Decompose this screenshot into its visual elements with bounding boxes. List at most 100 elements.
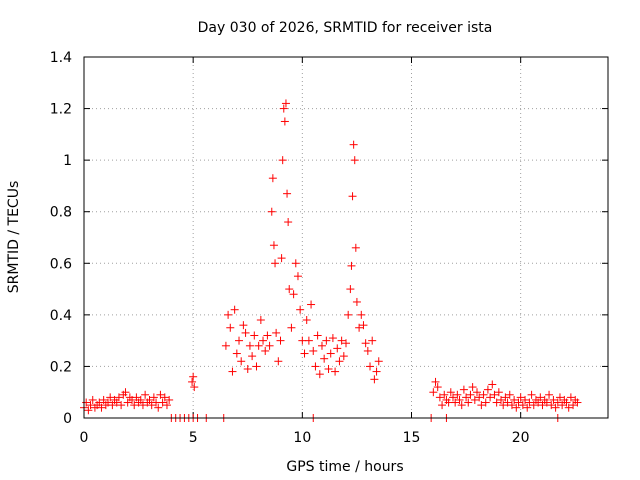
- data-point: [573, 398, 582, 407]
- data-point: [274, 357, 283, 366]
- data-point: [300, 349, 309, 358]
- data-point: [448, 393, 457, 402]
- x-tick-label: 0: [80, 430, 89, 446]
- data-point: [352, 297, 361, 306]
- data-point: [357, 310, 366, 319]
- data-point: [245, 341, 254, 350]
- data-point: [224, 310, 233, 319]
- data-point: [99, 395, 108, 404]
- data-point: [501, 393, 510, 402]
- data-point: [331, 367, 340, 376]
- data-point: [291, 259, 300, 268]
- data-point: [281, 99, 290, 108]
- data-point: [226, 323, 235, 332]
- x-tick-label: 20: [512, 430, 530, 446]
- data-point: [527, 390, 536, 399]
- grid-lines: [84, 57, 608, 418]
- data-point: [221, 341, 230, 350]
- data-point: [189, 372, 198, 381]
- data-point: [562, 398, 571, 407]
- data-point: [141, 390, 150, 399]
- data-point: [477, 401, 486, 410]
- data-point: [366, 362, 375, 371]
- data-point: [304, 336, 313, 345]
- data-point: [361, 339, 370, 348]
- data-point: [569, 401, 578, 410]
- data-point: [457, 401, 466, 410]
- x-tick-label: 10: [293, 430, 311, 446]
- data-point: [256, 316, 265, 325]
- data-point: [516, 393, 525, 402]
- data-point: [123, 398, 132, 407]
- data-point: [451, 398, 460, 407]
- data-point: [160, 393, 169, 402]
- data-point: [363, 346, 372, 355]
- data-point: [440, 390, 449, 399]
- data-point: [228, 367, 237, 376]
- data-point: [337, 336, 346, 345]
- data-point: [346, 285, 355, 294]
- data-point: [435, 393, 444, 402]
- data-point: [158, 398, 167, 407]
- data-point: [188, 377, 197, 386]
- data-point: [333, 344, 342, 353]
- data-point: [272, 328, 281, 337]
- data-point: [488, 380, 497, 389]
- data-point: [370, 375, 379, 384]
- data-point: [348, 192, 357, 201]
- data-point: [475, 393, 484, 402]
- data-point: [190, 383, 199, 392]
- data-point: [283, 189, 292, 198]
- data-point: [287, 323, 296, 332]
- data-point: [121, 388, 130, 397]
- x-axis-label: GPS time / hours: [286, 459, 403, 475]
- data-point: [311, 362, 320, 371]
- data-point: [239, 321, 248, 330]
- data-point: [145, 395, 154, 404]
- data-point: [117, 401, 126, 410]
- data-point: [481, 398, 490, 407]
- data-point: [261, 346, 270, 355]
- data-point: [235, 336, 244, 345]
- data-point: [302, 316, 311, 325]
- data-point: [154, 403, 163, 412]
- data-point: [468, 383, 477, 392]
- data-point: [431, 377, 440, 386]
- data-point: [344, 310, 353, 319]
- data-point: [455, 395, 464, 404]
- data-point: [473, 388, 481, 397]
- data-point: [322, 336, 331, 345]
- data-point: [254, 341, 263, 350]
- data-point: [462, 393, 471, 402]
- data-point: [263, 331, 272, 340]
- data-point: [499, 401, 508, 410]
- data-point: [486, 393, 495, 402]
- data-point: [243, 365, 252, 374]
- data-point: [566, 393, 575, 402]
- data-point: [271, 259, 280, 268]
- data-point: [335, 357, 344, 366]
- data-point: [162, 401, 171, 410]
- data-point: [534, 398, 543, 407]
- data-point: [241, 328, 250, 337]
- data-point: [494, 388, 503, 397]
- data-point: [165, 395, 174, 404]
- data-point: [248, 352, 257, 361]
- data-point: [529, 401, 538, 410]
- data-point: [289, 290, 298, 299]
- data-point: [350, 156, 359, 165]
- data-point: [555, 393, 564, 402]
- y-axis-label: SRMTID / TECUs: [6, 181, 22, 294]
- data-point: [438, 401, 447, 410]
- data-point: [136, 395, 145, 404]
- data-point: [355, 323, 364, 332]
- data-point: [250, 331, 259, 340]
- data-point: [497, 395, 506, 404]
- data-point: [149, 393, 158, 402]
- y-tick-label: 1.4: [50, 50, 72, 66]
- y-tick-label: 1.2: [50, 102, 72, 118]
- data-point: [492, 398, 501, 407]
- y-tick-label: 0.2: [50, 359, 72, 375]
- data-point: [265, 341, 274, 350]
